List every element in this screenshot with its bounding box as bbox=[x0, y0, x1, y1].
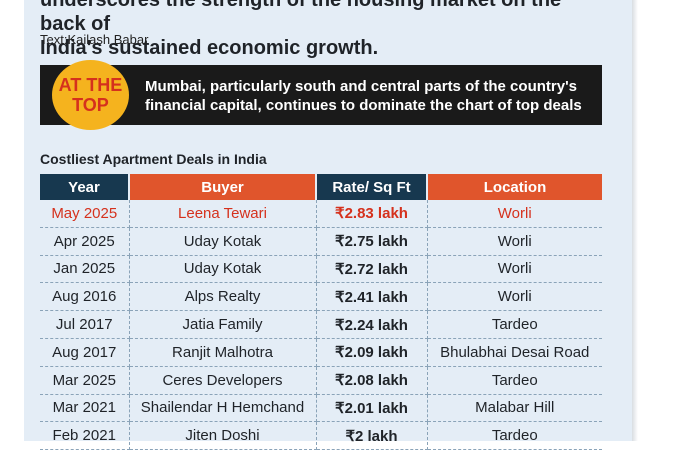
cell-location: Tardeo bbox=[427, 310, 602, 339]
table-row: May 2025 Leena Tewari ₹2.83 lakh Worli bbox=[40, 200, 602, 228]
cell-location: Malabar Hill bbox=[427, 394, 602, 423]
cell-rate: ₹2.09 lakh bbox=[316, 338, 428, 367]
cell-location: Tardeo bbox=[427, 421, 602, 450]
cell-location: Worli bbox=[427, 282, 602, 312]
author-credit: Text:Kailash Babar bbox=[40, 32, 149, 47]
cell-location: Worli bbox=[427, 200, 602, 228]
cell-buyer: Jiten Doshi bbox=[129, 421, 317, 450]
cell-year: May 2025 bbox=[40, 200, 130, 228]
cell-buyer: Ranjit Malhotra bbox=[129, 338, 317, 367]
cell-buyer: Uday Kotak bbox=[129, 227, 317, 256]
cell-location: Worli bbox=[427, 255, 602, 284]
table-row: Feb 2021 Jiten Doshi ₹2 lakh Tardeo bbox=[40, 421, 602, 450]
cell-rate: ₹2.41 lakh bbox=[316, 282, 428, 312]
cell-year: Jul 2017 bbox=[40, 310, 130, 339]
cell-year: Apr 2025 bbox=[40, 227, 130, 256]
table-row: Mar 2025 Ceres Developers ₹2.08 lakh Tar… bbox=[40, 366, 602, 395]
cell-rate: ₹2.01 lakh bbox=[316, 394, 428, 423]
table-row: Jul 2017 Jatia Family ₹2.24 lakh Tardeo bbox=[40, 310, 602, 339]
table-row: Mar 2021 Shailendar H Hemchand ₹2.01 lak… bbox=[40, 394, 602, 423]
cell-buyer: Shailendar H Hemchand bbox=[129, 394, 317, 423]
cell-year: Mar 2025 bbox=[40, 366, 130, 395]
banner-text: Mumbai, particularly south and central p… bbox=[145, 78, 582, 114]
cell-year: Feb 2021 bbox=[40, 421, 130, 450]
cell-rate: ₹2.83 lakh bbox=[316, 200, 428, 228]
cell-year: Mar 2021 bbox=[40, 394, 130, 423]
banner bbox=[40, 65, 602, 125]
cell-rate: ₹2.72 lakh bbox=[316, 255, 428, 284]
cell-buyer: Uday Kotak bbox=[129, 255, 317, 284]
header-buyer: Buyer bbox=[129, 174, 317, 200]
cell-rate: ₹2.75 lakh bbox=[316, 227, 428, 256]
cell-rate: ₹2.24 lakh bbox=[316, 310, 428, 339]
cell-rate: ₹2.08 lakh bbox=[316, 366, 428, 395]
at-the-top-badge: AT THE TOP bbox=[52, 60, 129, 130]
table-row: Apr 2025 Uday Kotak ₹2.75 lakh Worli bbox=[40, 227, 602, 256]
cell-year: Jan 2025 bbox=[40, 255, 130, 284]
cell-location: Bhulabhai Desai Road bbox=[427, 338, 602, 367]
cell-year: Aug 2017 bbox=[40, 338, 130, 367]
cell-buyer: Alps Realty bbox=[129, 282, 317, 312]
table-title: Costliest Apartment Deals in India bbox=[40, 151, 267, 167]
intro-text: underscores the strength of the housing … bbox=[40, 0, 600, 60]
badge-line-1: AT THE bbox=[58, 75, 123, 95]
cell-buyer: Ceres Developers bbox=[129, 366, 317, 395]
table-header-row: Year Buyer Rate/ Sq Ft Location bbox=[40, 174, 602, 200]
intro-line-2: India's sustained economic growth. bbox=[40, 37, 379, 59]
intro-line-1: underscores the strength of the housing … bbox=[40, 0, 562, 35]
cell-rate: ₹2 lakh bbox=[316, 421, 428, 450]
badge-line-2: TOP bbox=[72, 95, 109, 115]
cell-buyer: Jatia Family bbox=[129, 310, 317, 339]
header-rate: Rate/ Sq Ft bbox=[316, 174, 428, 200]
cell-year: Aug 2016 bbox=[40, 282, 130, 312]
cell-location: Tardeo bbox=[427, 366, 602, 395]
header-location: Location bbox=[427, 174, 602, 200]
panel-edge bbox=[632, 0, 638, 441]
header-year: Year bbox=[40, 174, 130, 200]
cell-location: Worli bbox=[427, 227, 602, 256]
table-row: Aug 2017 Ranjit Malhotra ₹2.09 lakh Bhul… bbox=[40, 338, 602, 367]
table-row: Aug 2016 Alps Realty ₹2.41 lakh Worli bbox=[40, 282, 602, 312]
table-row: Jan 2025 Uday Kotak ₹2.72 lakh Worli bbox=[40, 255, 602, 284]
deals-table: Year Buyer Rate/ Sq Ft Location May 2025… bbox=[40, 174, 602, 450]
cell-buyer: Leena Tewari bbox=[129, 200, 317, 228]
